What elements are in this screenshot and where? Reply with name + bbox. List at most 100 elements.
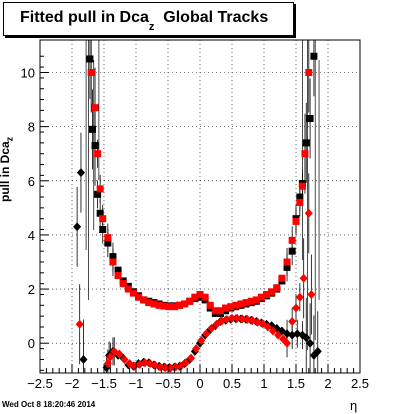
red-square-marker: [129, 289, 137, 297]
chart-title: Fitted pull in Dcaz Global Tracks: [20, 9, 269, 33]
black-square-marker: [114, 266, 122, 274]
timestamp-footer: Wed Oct 8 18:20:46 2014: [2, 400, 96, 409]
black-diamond-marker: [302, 333, 311, 343]
red-diamond-marker: [268, 326, 277, 336]
red-square-marker: [288, 236, 296, 244]
red-diamond-marker: [181, 358, 190, 368]
black-square-marker: [283, 263, 291, 271]
red-square-marker: [114, 272, 122, 280]
x-tick-label: −0.5: [155, 376, 181, 391]
red-diamond-marker: [156, 362, 165, 372]
black-square-marker: [109, 253, 117, 261]
plot-frame: [39, 39, 361, 374]
title-box: Fitted pull in Dcaz Global Tracks: [3, 2, 294, 36]
red-diamond-marker: [166, 363, 175, 373]
black-diamond-marker: [306, 338, 315, 348]
red-square-marker: [196, 290, 204, 298]
red-diamond-marker: [161, 363, 170, 373]
y-tick-label: 2: [28, 282, 35, 297]
red-diamond-marker: [233, 313, 242, 323]
x-tick-label: 2.5: [351, 376, 369, 391]
y-tick-label: 4: [28, 228, 35, 243]
red-diamond-marker: [258, 319, 267, 329]
red-square-marker: [273, 284, 281, 292]
x-tick-label: 1: [260, 376, 267, 391]
red-diamond-marker: [192, 344, 201, 354]
red-square-marker: [119, 280, 127, 288]
chart-title-suffix: Global Tracks: [163, 9, 269, 26]
red-square-marker: [301, 150, 309, 158]
red-diamond-marker: [238, 314, 247, 324]
x-tick-label: 0: [196, 376, 203, 391]
red-square-marker: [237, 300, 245, 308]
red-diamond-marker: [288, 317, 297, 327]
red-square-marker: [222, 304, 230, 312]
axis-ticks: [39, 55, 361, 373]
x-tick-label: −1: [129, 376, 144, 391]
red-square-marker: [109, 258, 117, 266]
red-square-marker: [216, 307, 224, 315]
black-square-marker: [104, 239, 112, 247]
red-square-marker: [150, 300, 158, 308]
red-diamond-marker: [103, 359, 112, 369]
red-square-marker: [278, 274, 286, 282]
red-square-marker: [145, 299, 153, 307]
red-square-marker: [87, 68, 95, 76]
black-square-marker: [306, 115, 314, 123]
y-tick-label: 6: [28, 174, 35, 189]
red-diamond-marker: [202, 329, 211, 339]
red-diamond-marker: [283, 338, 292, 348]
red-diamond-marker: [120, 354, 129, 364]
red-square-marker: [96, 185, 104, 193]
red-square-marker: [91, 104, 99, 112]
black-square-marker: [288, 247, 296, 255]
red-square-marker: [211, 307, 219, 315]
black-diamond-marker: [79, 354, 88, 364]
black-square-marker: [88, 125, 96, 133]
red-diamond-marker: [75, 319, 84, 329]
y-tick-label: 8: [28, 120, 35, 135]
red-diamond-marker: [115, 349, 124, 359]
red-diamond-marker: [187, 353, 196, 363]
red-diamond-marker: [248, 315, 257, 325]
red-square-marker: [176, 301, 184, 309]
chart-title-subscript: z: [148, 21, 155, 34]
black-square-marker: [86, 55, 94, 63]
red-square-marker: [155, 301, 163, 309]
red-square-marker: [296, 198, 304, 206]
tick-labels: −2.5 −2 −1.5 −1 −0.5 0 0.5 1 1.5 2 2.5 0 2 4 6 8 10: [21, 65, 370, 391]
x-tick-label: −1.5: [91, 376, 117, 391]
red-square-marker: [206, 301, 214, 309]
red-square-marker: [298, 182, 306, 190]
red-diamond-marker: [292, 303, 300, 313]
red-diamond-marker: [307, 289, 316, 299]
red-square-marker: [257, 293, 265, 301]
x-tick-label: 2: [324, 376, 331, 391]
red-diamond-marker: [222, 314, 231, 324]
y-tick-label: 10: [21, 65, 35, 80]
red-square-marker: [305, 68, 313, 76]
error-bars: [76, 40, 320, 373]
black-diamond-marker: [313, 346, 322, 356]
red-diamond-marker: [295, 292, 304, 302]
x-tick-label: −2.5: [27, 376, 53, 391]
red-square-marker: [201, 293, 209, 301]
data-markers: [73, 52, 322, 373]
x-tick-label: 1.5: [287, 376, 305, 391]
black-square-marker: [91, 142, 99, 150]
grid-lines: [40, 40, 360, 373]
black-square-marker: [96, 209, 104, 217]
x-axis-label: η: [350, 398, 358, 413]
red-square-marker: [124, 285, 132, 293]
y-axis-label-text: pull in Dca: [0, 141, 12, 202]
red-diamond-marker: [171, 362, 180, 372]
black-square-marker: [302, 139, 310, 147]
red-diamond-marker: [274, 330, 283, 340]
red-square-marker: [165, 303, 173, 311]
red-square-marker: [232, 301, 240, 309]
red-square-marker: [99, 215, 107, 223]
red-square-marker: [135, 293, 143, 301]
red-diamond-marker: [176, 361, 185, 371]
red-diamond-marker: [106, 352, 115, 362]
